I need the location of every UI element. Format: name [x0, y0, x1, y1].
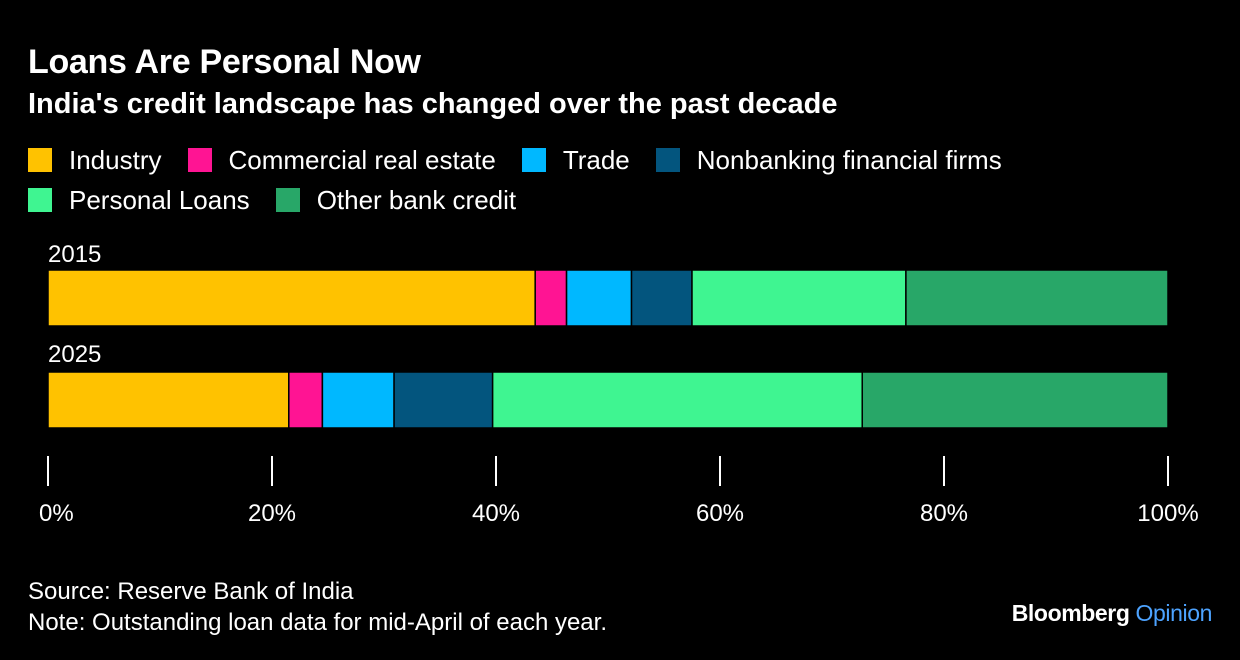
legend-swatch: [655, 148, 680, 172]
category-label: 2025: [48, 341, 101, 368]
legend-label: Personal Loans: [69, 185, 250, 215]
bar-segment: [691, 269, 907, 327]
category-label: 2015: [48, 241, 101, 268]
x-tick-label: 40%: [472, 500, 520, 527]
bar-segment: [905, 269, 1169, 327]
bar-segment: [630, 269, 693, 327]
legend-label: Industry: [69, 145, 162, 175]
legend-item: Trade: [521, 143, 630, 177]
bar-segment: [321, 371, 395, 429]
chart-title: Loans Are Personal Now: [28, 43, 421, 81]
x-tick-label: 60%: [696, 500, 744, 527]
bar-segment: [47, 371, 290, 429]
legend-label: Trade: [562, 145, 630, 175]
bar-segment: [861, 371, 1169, 429]
legend-label: Nonbanking financial firms: [696, 145, 1002, 175]
legend-label: Other bank credit: [316, 185, 517, 215]
legend: Industry Commercial real estate Trade Nonba…: [28, 143, 1208, 217]
brand-sub: Opinion: [1135, 600, 1213, 626]
x-tick-label: 100%: [1137, 500, 1198, 527]
legend-swatch: [28, 188, 52, 212]
legend-label: Commercial real estate: [228, 145, 496, 175]
legend-item: Commercial real estate: [187, 143, 496, 177]
legend-swatch: [521, 148, 546, 172]
chart-subtitle: India's credit landscape has changed ove…: [28, 88, 838, 120]
bar-segment: [491, 371, 863, 429]
brand-name: Bloomberg: [1011, 600, 1130, 626]
brand-logo: Bloomberg Opinion: [1011, 600, 1213, 627]
bar-segment: [47, 269, 536, 327]
x-tick-label: 20%: [248, 500, 296, 527]
x-tick-label: 80%: [920, 500, 968, 527]
chart-footer: Source: Reserve Bank of India Note: Outs…: [28, 576, 607, 638]
legend-swatch: [28, 148, 52, 172]
bar-segment: [393, 371, 494, 429]
bar-segment: [534, 269, 568, 327]
legend-item: Other bank credit: [275, 183, 517, 217]
data-note: Note: Outstanding loan data for mid-Apri…: [28, 609, 607, 636]
legend-item: Nonbanking financial firms: [655, 143, 1002, 177]
stacked-bar-chart: 2015 2025 0% 20% 40% 60% 80% 100%: [39, 241, 1199, 527]
x-tick-label: 0%: [39, 500, 74, 527]
source-note: Source: Reserve Bank of India: [28, 578, 354, 605]
legend-swatch: [187, 148, 212, 172]
bar-segment: [565, 269, 633, 327]
legend-item: Personal Loans: [28, 183, 250, 217]
bar-segment: [288, 371, 324, 429]
legend-item: Industry: [28, 143, 162, 177]
legend-swatch: [275, 188, 300, 212]
